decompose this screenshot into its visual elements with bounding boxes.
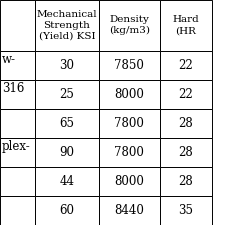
Text: 25: 25 [59,88,74,101]
Text: Mechanical
Strength
(Yield) KSI: Mechanical Strength (Yield) KSI [37,10,97,41]
Bar [0,80,35,109]
Text: 22: 22 [178,59,193,72]
Bar [99,167,160,196]
Text: Density
(kg/m3): Density (kg/m3) [109,15,150,36]
Text: 316: 316 [2,82,24,95]
Text: 22: 22 [178,88,193,101]
Bar [99,0,160,51]
Bar [0,0,35,51]
Bar [99,51,160,80]
Bar [0,167,35,196]
Text: 8440: 8440 [115,204,144,217]
Text: 30: 30 [59,59,74,72]
Text: 7800: 7800 [115,117,144,130]
Text: 8000: 8000 [115,88,144,101]
Bar [0,51,35,80]
Bar [160,138,212,167]
Text: 28: 28 [178,146,193,159]
Text: 28: 28 [178,175,193,188]
Text: Hard
(HR: Hard (HR [172,15,199,35]
Bar [35,80,99,109]
Bar [99,80,160,109]
Text: 7850: 7850 [115,59,144,72]
Bar [35,0,99,51]
Bar [35,167,99,196]
Text: 28: 28 [178,117,193,130]
Bar [35,138,99,167]
Bar [160,51,212,80]
Bar [160,0,212,51]
Text: 65: 65 [59,117,74,130]
Bar [0,138,35,167]
Bar [160,80,212,109]
Text: 44: 44 [59,175,74,188]
Bar [35,51,99,80]
Text: w-: w- [2,53,16,66]
Bar [99,109,160,138]
Bar [160,167,212,196]
Text: 60: 60 [59,204,74,217]
Bar [35,196,99,225]
Bar [0,109,35,138]
Text: plex-: plex- [2,140,31,153]
Bar [160,196,212,225]
Bar [35,109,99,138]
Text: 7800: 7800 [115,146,144,159]
Bar [0,196,35,225]
Bar [99,196,160,225]
Text: 90: 90 [59,146,74,159]
Text: 35: 35 [178,204,193,217]
Text: 8000: 8000 [115,175,144,188]
Bar [160,109,212,138]
Bar [99,138,160,167]
